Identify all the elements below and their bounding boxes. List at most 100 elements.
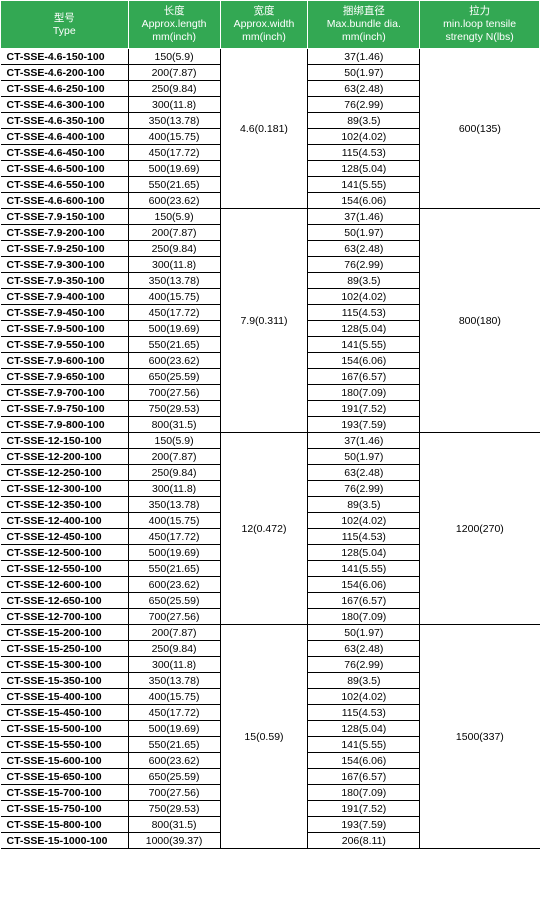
cell-type: CT-SSE-4.6-400-100	[1, 129, 129, 145]
cell-width: 7.9(0.311)	[220, 209, 308, 433]
cell-length: 250(9.84)	[128, 641, 220, 657]
cell-type: CT-SSE-15-400-100	[1, 689, 129, 705]
cell-length: 150(5.9)	[128, 209, 220, 225]
cell-bundle: 193(7.59)	[308, 417, 420, 433]
cell-length: 400(15.75)	[128, 513, 220, 529]
cell-length: 150(5.9)	[128, 433, 220, 449]
cell-bundle: 76(2.99)	[308, 657, 420, 673]
cell-type: CT-SSE-7.9-150-100	[1, 209, 129, 225]
cell-type: CT-SSE-7.9-800-100	[1, 417, 129, 433]
cell-type: CT-SSE-4.6-200-100	[1, 65, 129, 81]
cell-bundle: 115(4.53)	[308, 529, 420, 545]
header-bundle-cn: 捆绑直径	[343, 5, 385, 17]
table-row: CT-SSE-7.9-150-100150(5.9)7.9(0.311)37(1…	[1, 209, 540, 225]
cell-bundle: 180(7.09)	[308, 785, 420, 801]
cell-bundle: 115(4.53)	[308, 145, 420, 161]
cell-bundle: 115(4.53)	[308, 705, 420, 721]
header-width-cn: 宽度	[253, 5, 274, 17]
cell-length: 350(13.78)	[128, 497, 220, 513]
cell-type: CT-SSE-4.6-550-100	[1, 177, 129, 193]
cell-length: 300(11.8)	[128, 257, 220, 273]
cell-length: 600(23.62)	[128, 193, 220, 209]
cell-bundle: 63(2.48)	[308, 241, 420, 257]
spec-table: 型号 Type 长度 Approx.length mm(inch) 宽度 App…	[0, 0, 540, 849]
cell-bundle: 141(5.55)	[308, 737, 420, 753]
cell-type: CT-SSE-7.9-350-100	[1, 273, 129, 289]
cell-bundle: 180(7.09)	[308, 609, 420, 625]
cell-type: CT-SSE-4.6-250-100	[1, 81, 129, 97]
cell-bundle: 89(3.5)	[308, 673, 420, 689]
cell-bundle: 37(1.46)	[308, 209, 420, 225]
cell-bundle: 63(2.48)	[308, 641, 420, 657]
cell-length: 300(11.8)	[128, 657, 220, 673]
header-type-en: Type	[53, 25, 76, 37]
cell-bundle: 154(6.06)	[308, 753, 420, 769]
cell-length: 550(21.65)	[128, 561, 220, 577]
cell-type: CT-SSE-7.9-500-100	[1, 321, 129, 337]
cell-type: CT-SSE-15-250-100	[1, 641, 129, 657]
cell-length: 200(7.87)	[128, 225, 220, 241]
cell-type: CT-SSE-12-150-100	[1, 433, 129, 449]
cell-length: 250(9.84)	[128, 465, 220, 481]
cell-type: CT-SSE-12-600-100	[1, 577, 129, 593]
cell-length: 650(25.59)	[128, 593, 220, 609]
cell-type: CT-SSE-7.9-600-100	[1, 353, 129, 369]
header-width-unit: mm(inch)	[242, 31, 286, 43]
table-body: CT-SSE-4.6-150-100150(5.9)4.6(0.181)37(1…	[1, 49, 540, 849]
cell-width: 4.6(0.181)	[220, 49, 308, 209]
cell-length: 200(7.87)	[128, 625, 220, 641]
cell-length: 300(11.8)	[128, 97, 220, 113]
cell-bundle: 76(2.99)	[308, 257, 420, 273]
cell-bundle: 128(5.04)	[308, 545, 420, 561]
cell-length: 350(13.78)	[128, 273, 220, 289]
cell-bundle: 37(1.46)	[308, 433, 420, 449]
cell-type: CT-SSE-4.6-600-100	[1, 193, 129, 209]
cell-bundle: 128(5.04)	[308, 321, 420, 337]
cell-bundle: 76(2.99)	[308, 97, 420, 113]
cell-length: 400(15.75)	[128, 689, 220, 705]
cell-type: CT-SSE-7.9-250-100	[1, 241, 129, 257]
cell-tensile: 1200(270)	[420, 433, 540, 625]
cell-width: 15(0.59)	[220, 625, 308, 849]
header-width: 宽度 Approx.width mm(inch)	[220, 1, 308, 49]
cell-bundle: 102(4.02)	[308, 289, 420, 305]
cell-type: CT-SSE-12-550-100	[1, 561, 129, 577]
cell-type: CT-SSE-4.6-300-100	[1, 97, 129, 113]
cell-length: 750(29.53)	[128, 401, 220, 417]
cell-type: CT-SSE-12-250-100	[1, 465, 129, 481]
cell-length: 250(9.84)	[128, 241, 220, 257]
cell-length: 500(19.69)	[128, 721, 220, 737]
cell-type: CT-SSE-12-350-100	[1, 497, 129, 513]
header-width-en: Approx.width	[234, 18, 295, 30]
cell-bundle: 63(2.48)	[308, 81, 420, 97]
cell-type: CT-SSE-12-650-100	[1, 593, 129, 609]
header-tensile-en: min.loop tensile	[443, 18, 516, 30]
cell-type: CT-SSE-12-400-100	[1, 513, 129, 529]
cell-bundle: 89(3.5)	[308, 497, 420, 513]
header-bundle-unit: mm(inch)	[342, 31, 386, 43]
cell-bundle: 115(4.53)	[308, 305, 420, 321]
cell-length: 250(9.84)	[128, 81, 220, 97]
cell-type: CT-SSE-15-650-100	[1, 769, 129, 785]
cell-bundle: 102(4.02)	[308, 513, 420, 529]
table-row: CT-SSE-4.6-150-100150(5.9)4.6(0.181)37(1…	[1, 49, 540, 65]
cell-length: 450(17.72)	[128, 305, 220, 321]
cell-length: 500(19.69)	[128, 321, 220, 337]
cell-bundle: 89(3.5)	[308, 273, 420, 289]
cell-type: CT-SSE-15-800-100	[1, 817, 129, 833]
cell-length: 600(23.62)	[128, 753, 220, 769]
cell-bundle: 50(1.97)	[308, 449, 420, 465]
cell-length: 1000(39.37)	[128, 833, 220, 849]
cell-bundle: 141(5.55)	[308, 337, 420, 353]
cell-type: CT-SSE-15-550-100	[1, 737, 129, 753]
cell-type: CT-SSE-12-450-100	[1, 529, 129, 545]
header-length: 长度 Approx.length mm(inch)	[128, 1, 220, 49]
cell-length: 200(7.87)	[128, 65, 220, 81]
cell-length: 350(13.78)	[128, 673, 220, 689]
cell-length: 600(23.62)	[128, 353, 220, 369]
cell-bundle: 154(6.06)	[308, 353, 420, 369]
cell-bundle: 191(7.52)	[308, 801, 420, 817]
cell-type: CT-SSE-15-600-100	[1, 753, 129, 769]
cell-type: CT-SSE-15-300-100	[1, 657, 129, 673]
cell-bundle: 37(1.46)	[308, 49, 420, 65]
